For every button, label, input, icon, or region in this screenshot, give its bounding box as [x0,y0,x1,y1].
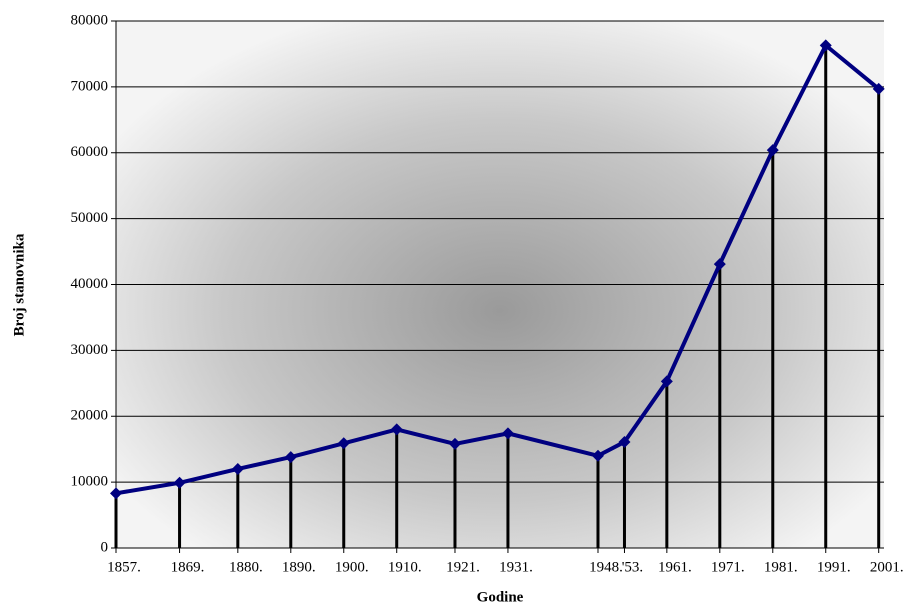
chart: Broj stanovnika Godine 0 10000 20000 30000 4… [0,0,908,607]
x-tick-label: 1971. [711,559,745,575]
x-tick-label: '53. [622,559,643,575]
y-tick-label: 80000 [71,12,109,28]
x-tick-label: 1948. [589,559,623,575]
y-tick-label: 40000 [71,276,109,292]
x-tick-label: 2001. [870,559,904,575]
x-tick-label: 1981. [764,559,798,575]
x-tick-label: 1961. [658,559,692,575]
y-tick-label: 70000 [71,78,109,94]
x-tick-label: 1890. [282,559,316,575]
y-tick-label: 30000 [71,342,109,358]
x-tick-label: 1931. [499,559,533,575]
x-tick-label: 1921. [446,559,480,575]
y-axis-label: Broj stanovnika [11,233,27,336]
x-tick-label: 1910. [388,559,422,575]
x-tick-label: 1869. [171,559,205,575]
x-axis-label: Godine [477,589,524,605]
x-tick-label: 1857. [107,559,141,575]
x-tick-label: 1991. [817,559,851,575]
y-tick-label: 50000 [71,210,109,226]
y-tick-label: 0 [101,539,109,555]
y-tick-label: 10000 [71,474,109,490]
y-tick-label: 20000 [71,408,109,424]
x-tick-label: 1900. [335,559,369,575]
y-tick-label: 60000 [71,144,109,160]
x-tick-label: 1880. [229,559,263,575]
